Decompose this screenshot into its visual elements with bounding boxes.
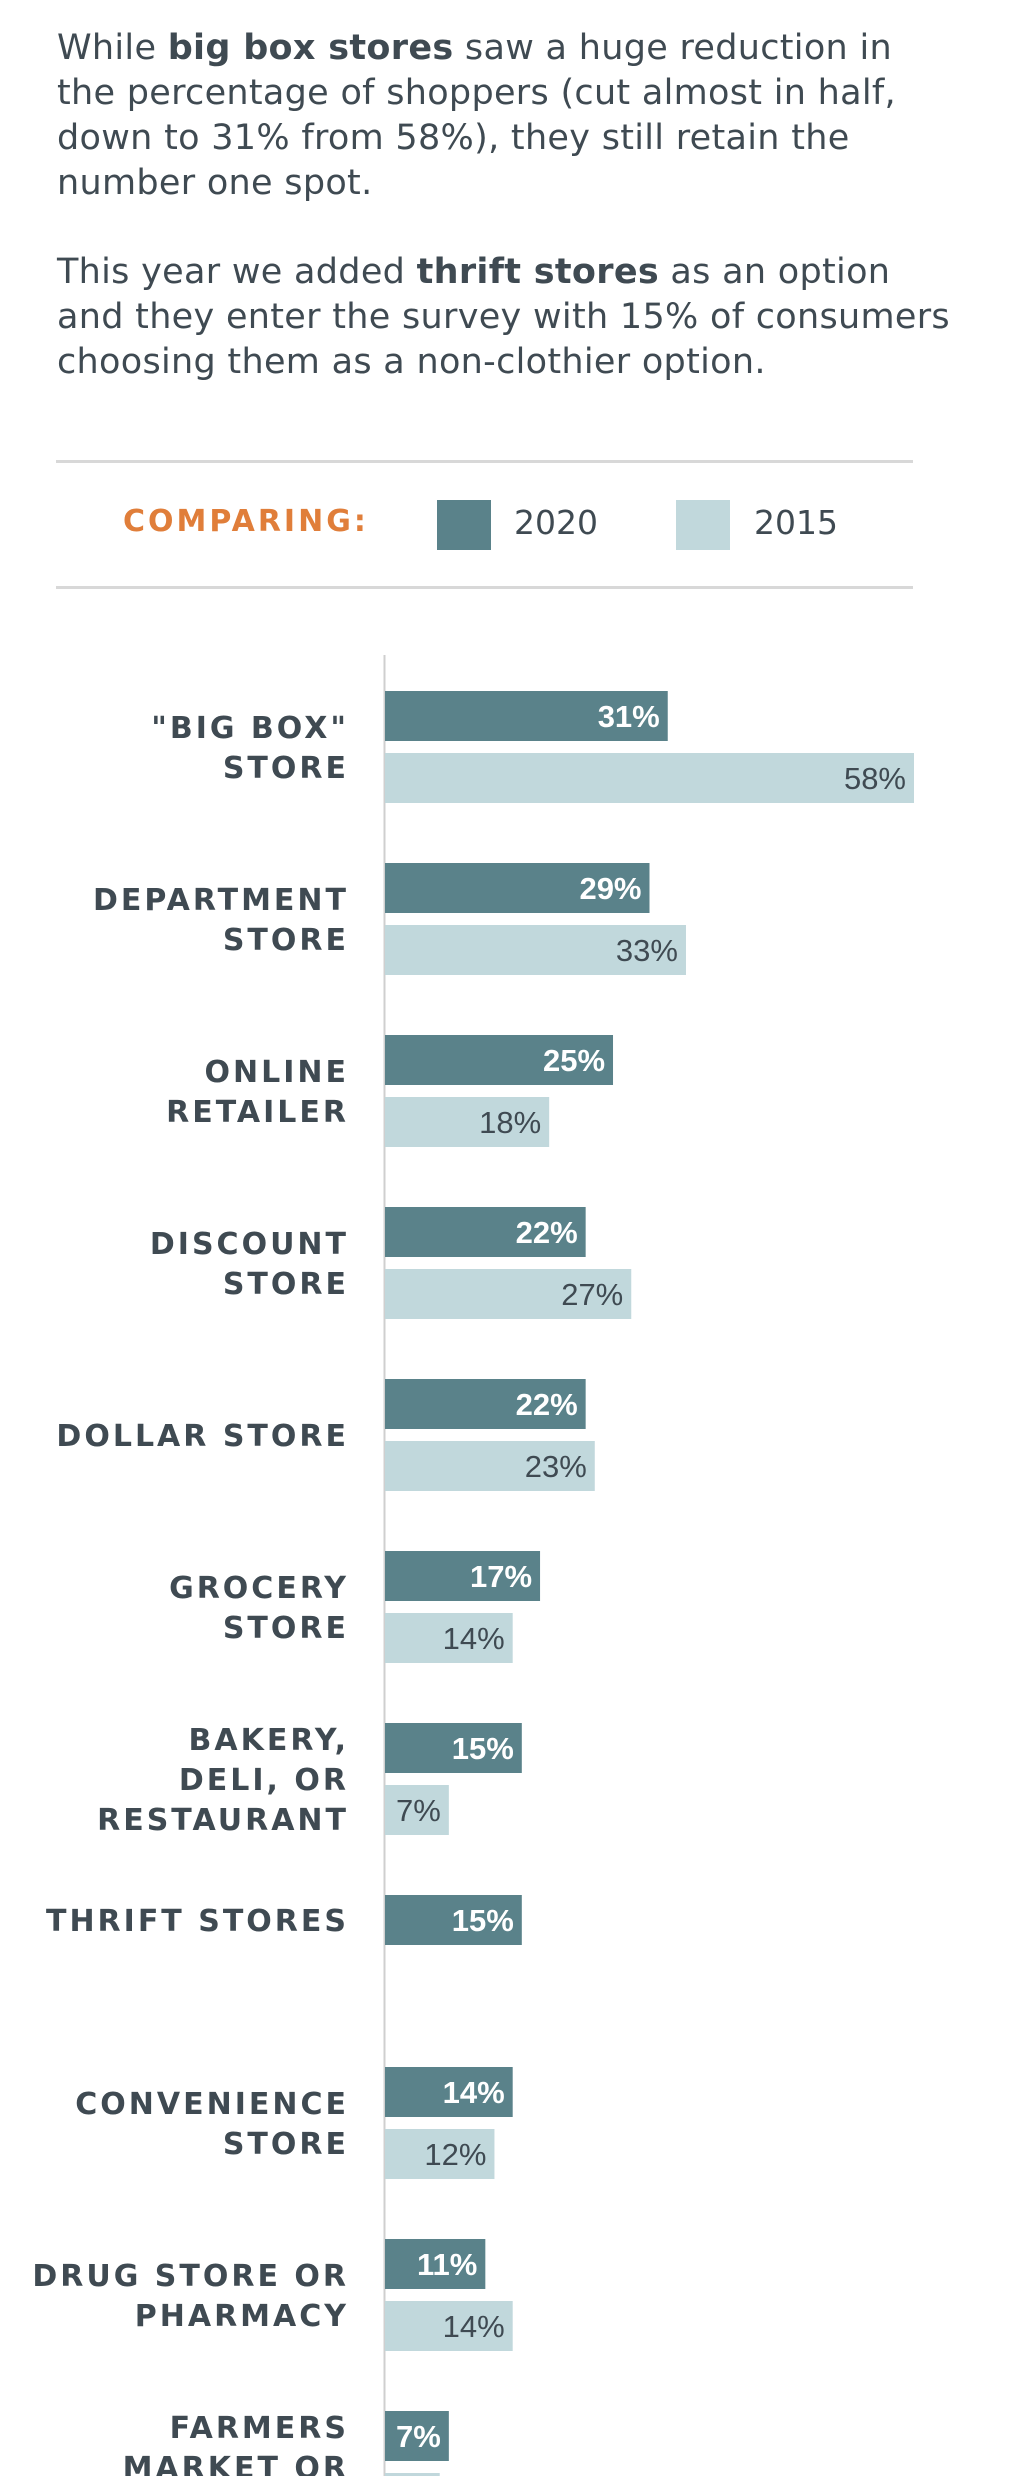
legend-text-2015: 2015 (754, 503, 838, 542)
category-label: "BIG BOX" STORE (151, 711, 349, 786)
data-label-2015: 12% (424, 2137, 486, 2172)
data-label-2015: 7% (396, 1793, 441, 1828)
bar-2020 (385, 2239, 486, 2289)
legend-swatch-2015 (676, 500, 730, 550)
bar-2020 (385, 1035, 614, 1085)
data-label-2020: 11% (417, 2247, 477, 2282)
bar-2015 (385, 925, 686, 975)
bar-2020 (385, 691, 668, 741)
legend-text-2020: 2020 (514, 503, 598, 542)
bar-2020 (385, 1207, 586, 1257)
category-label: CONVENIENCE STORE (75, 2087, 349, 2162)
legend-label: COMPARING: (123, 504, 369, 539)
intro-paragraph-2: This year we added thrift stores as an o… (57, 252, 950, 382)
data-label-2015: 14% (443, 2309, 505, 2344)
data-label-2020: 15% (452, 1731, 514, 1766)
bar-2020 (385, 1551, 541, 1601)
intro-paragraph-1: While big box stores saw a huge reductio… (57, 28, 896, 203)
data-label-2015: 18% (479, 1105, 541, 1140)
category-label: ONLINE RETAILER (166, 1055, 349, 1130)
bar-2015 (385, 1097, 550, 1147)
data-label-2020: 22% (516, 1215, 578, 1250)
data-label-2015: 14% (443, 1621, 505, 1656)
bar-2020 (385, 1895, 522, 1945)
bar-2015 (385, 2301, 513, 2351)
bar-2020 (385, 863, 650, 913)
bar-2020 (385, 2411, 449, 2461)
data-label-2020: 22% (516, 1387, 578, 1422)
category-label: THRIFT STORES (46, 1904, 349, 1939)
bar-2015 (385, 2473, 440, 2476)
legend-bottom-divider (56, 586, 913, 589)
bar-2015 (385, 1785, 449, 1835)
legend-top-divider (56, 460, 913, 463)
data-label-2020: 29% (579, 871, 641, 906)
data-label-2020: 14% (443, 2075, 505, 2110)
bar-2020 (385, 2067, 513, 2117)
bar-2015 (385, 1441, 595, 1491)
bar-2015 (385, 1613, 513, 1663)
category-label: DEPARTMENT STORE (93, 883, 349, 958)
bar-2020 (385, 1723, 522, 1773)
bar-2015 (385, 753, 914, 803)
data-label-2015: 58% (844, 761, 906, 796)
bar-2020 (385, 1379, 586, 1429)
data-label-2015: 27% (561, 1277, 623, 1312)
category-label: GROCERY STORE (169, 1571, 349, 1646)
data-label-2020: 25% (543, 1043, 605, 1078)
data-label-2015: 33% (616, 933, 678, 968)
data-label-2020: 17% (470, 1559, 532, 1594)
bar-2015 (385, 2129, 495, 2179)
data-label-2020: 31% (598, 699, 660, 734)
data-label-2020: 15% (452, 1903, 514, 1938)
category-label: DISCOUNT STORE (150, 1227, 349, 1302)
data-label-2015: 23% (525, 1449, 587, 1484)
data-label-2020: 7% (396, 2419, 441, 2454)
category-label: DOLLAR STORE (56, 1419, 349, 1454)
bar-2015 (385, 1269, 632, 1319)
category-label: DRUG STORE OR PHARMACY (32, 2259, 349, 2334)
intro-text: While big box stores saw a huge reductio… (57, 26, 957, 429)
category-label: BAKERY, DELI, OR RESTAURANT (97, 1723, 349, 1838)
legend-swatch-2020 (437, 500, 491, 550)
